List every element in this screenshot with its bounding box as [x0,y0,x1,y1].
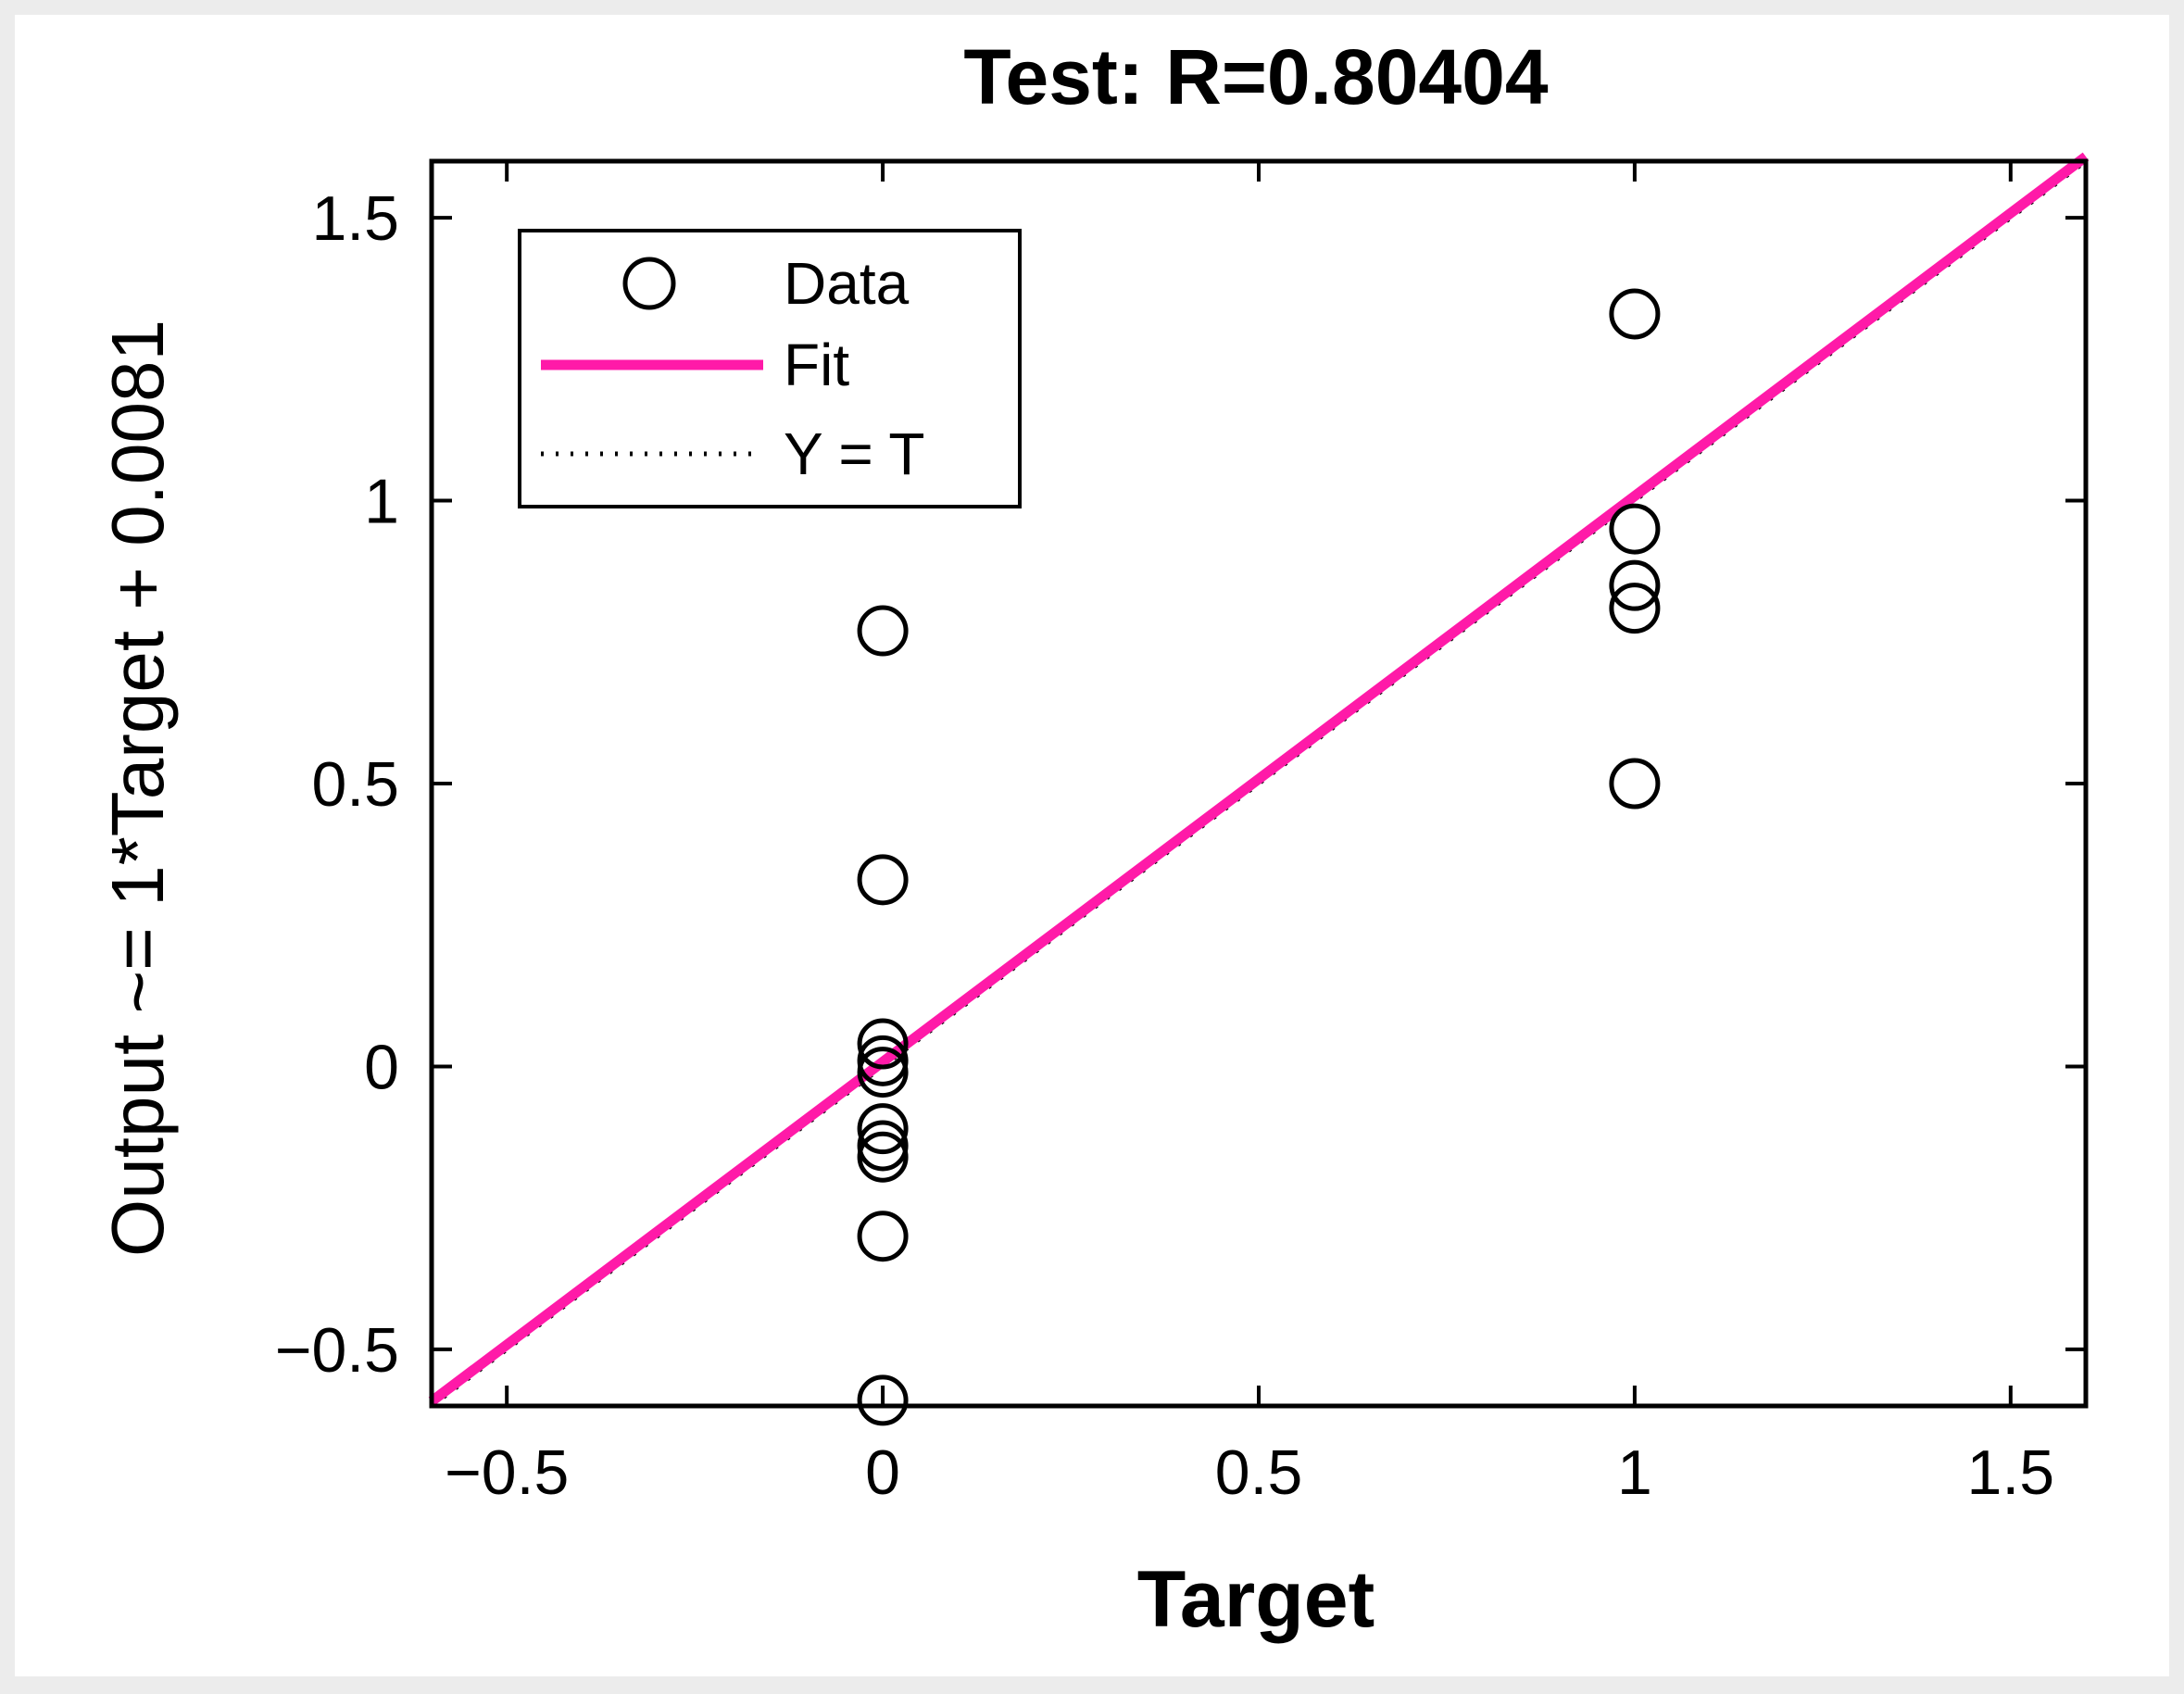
data-point [1609,288,1661,340]
y-axis-label: Output ~= 1*Target + 0.0081 [96,320,179,1257]
data-point [857,1047,909,1098]
data-point [857,1018,909,1070]
plot-lines [428,152,2090,1408]
data-point [1609,583,1661,634]
y-tick-label: 0 [364,1032,399,1102]
data-point [1609,758,1661,809]
data-point [857,1120,909,1172]
legend-fit-label: Fit [784,332,849,398]
data-point [1609,559,1661,611]
y-tick-label: 0.5 [311,749,399,820]
regression-plot: Test: R=0.80404 Output ~= 1*Target + 0.0… [96,33,2090,1644]
y-tick-label: 1 [364,467,399,537]
data-points [857,288,1661,1426]
data-point [857,1211,909,1262]
legend: Data Fit Y = T [518,229,1022,508]
plot-area-frame [429,158,2089,1409]
chart-canvas: Test: R=0.80404 Output ~= 1*Target + 0.0… [15,15,2169,1676]
y-tick-label: −0.5 [275,1315,399,1386]
y-tick-label: 1.5 [311,183,399,254]
data-point [857,1131,909,1183]
data-point [857,1103,909,1155]
x-tick-label: 1 [1617,1437,1652,1508]
chart-title: Test: R=0.80404 [963,33,1548,120]
legend-identity-label: Y = T [784,420,924,487]
data-point [857,854,909,906]
axis-ticks: −0.5 0 0.5 1 1.5 −0.5 0 0.5 1 1.5 [275,161,2086,1508]
x-tick-label: −0.5 [445,1437,569,1508]
legend-data-marker [622,257,676,310]
x-tick-label: 0.5 [1215,1437,1303,1508]
fit-line [428,152,2090,1406]
data-point [857,1035,909,1086]
x-axis-label: Target [1137,1555,1374,1644]
data-point [857,605,909,657]
legend-data-label: Data [784,250,910,317]
data-point [857,1374,909,1426]
x-tick-label: 1.5 [1967,1437,2055,1508]
data-point [1609,503,1661,555]
x-tick-label: 0 [865,1437,900,1508]
